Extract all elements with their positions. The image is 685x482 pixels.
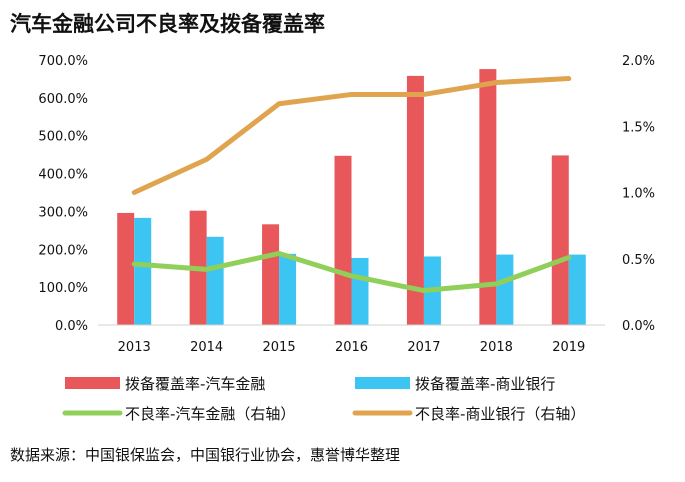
bar-auto-finance-coverage	[262, 224, 280, 325]
x-tick-label: 2018	[480, 340, 513, 355]
y-left-tick-label: 500.0%	[38, 130, 88, 145]
bar-commercial-bank-coverage	[351, 257, 369, 325]
source-note: 数据来源：中国银保监会，中国银行业协会，惠誉博华整理	[10, 446, 401, 464]
y-right-tick-label: 1.5%	[622, 120, 655, 135]
legend-auto-finance-npl-label: 不良率-汽车金融（右轴）	[125, 405, 295, 423]
line-auto-finance-npl	[131, 250, 572, 294]
bar-auto-finance-coverage	[406, 75, 424, 326]
y-left-tick-label: 600.0%	[38, 92, 88, 107]
chart-canvas: 0.0% 100.0% 200.0% 300.0% 400.0% 500.0% 600.0%…	[38, 54, 655, 423]
legend-auto-finance-coverage-swatch	[65, 377, 120, 389]
y-right-tick-label: 0.5%	[622, 253, 655, 268]
bar-commercial-bank-coverage	[134, 217, 152, 325]
x-tick-label: 2017	[407, 340, 440, 355]
bar-auto-finance-coverage	[479, 69, 497, 325]
x-tick-label: 2019	[552, 340, 585, 355]
bar-auto-finance-coverage	[117, 212, 135, 325]
bar-commercial-bank-coverage	[279, 253, 297, 325]
y-right-tick-label: 0.0%	[622, 319, 655, 334]
legend-commercial-bank-npl-label: 不良率-商业银行（右轴）	[415, 405, 585, 423]
y-left-tick-label: 300.0%	[38, 205, 88, 220]
bar-auto-finance-coverage	[551, 155, 569, 325]
bar-commercial-bank-coverage	[206, 236, 224, 325]
y-left-tick-label: 0.0%	[55, 319, 88, 334]
bar-auto-finance-coverage	[334, 155, 352, 325]
y-left-tick-label: 100.0%	[38, 281, 88, 296]
legend-auto-finance-coverage-label: 拨备覆盖率-汽车金融	[125, 375, 265, 393]
y-right-tick-label: 1.0%	[622, 187, 655, 202]
y-right-tick-label: 2.0%	[622, 54, 655, 69]
y-left-tick-label: 400.0%	[38, 168, 88, 183]
x-tick-label: 2013	[118, 340, 151, 355]
bar-commercial-bank-coverage	[568, 254, 586, 325]
chart-title: 汽车金融公司不良率及拨备覆盖率	[10, 12, 325, 36]
line-commercial-bank-npl	[131, 76, 572, 195]
bar-commercial-bank-coverage	[496, 254, 514, 325]
x-tick-label: 2016	[335, 340, 368, 355]
y-left-tick-label: 700.0%	[38, 54, 88, 69]
legend-commercial-bank-coverage-label: 拨备覆盖率-商业银行	[415, 375, 555, 393]
x-tick-label: 2014	[190, 340, 223, 355]
y-left-tick-label: 200.0%	[38, 243, 88, 258]
legend-commercial-bank-coverage-swatch	[355, 377, 410, 389]
x-tick-label: 2015	[263, 340, 296, 355]
